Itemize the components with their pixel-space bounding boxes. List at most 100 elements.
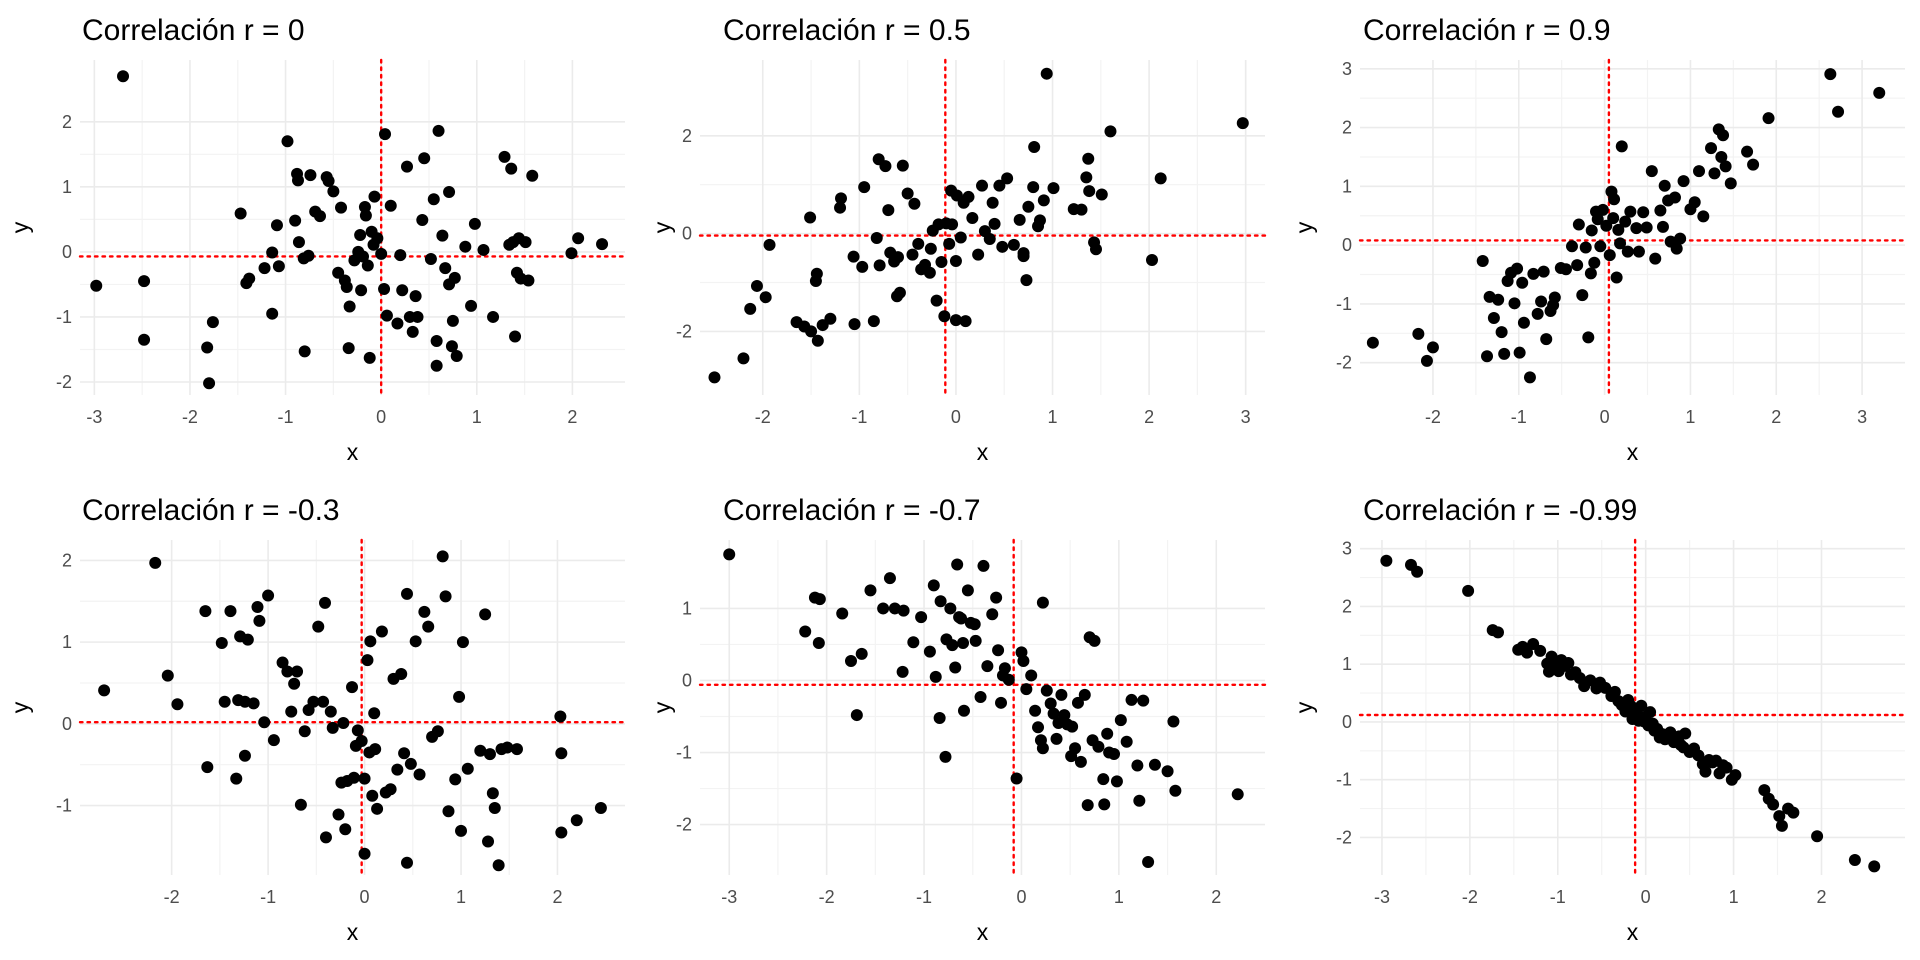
data-point bbox=[1133, 794, 1146, 807]
y-tick-label: -2 bbox=[676, 321, 692, 341]
data-point bbox=[946, 639, 959, 652]
data-point bbox=[291, 665, 304, 678]
data-point bbox=[1036, 596, 1049, 609]
data-point bbox=[934, 595, 947, 608]
data-point bbox=[1773, 810, 1786, 823]
data-point bbox=[1656, 220, 1669, 233]
data-point bbox=[375, 247, 388, 260]
data-point bbox=[509, 330, 522, 343]
data-point bbox=[354, 228, 367, 241]
data-point bbox=[427, 193, 440, 206]
data-point bbox=[759, 291, 772, 304]
data-point bbox=[990, 591, 1003, 604]
data-point bbox=[1025, 669, 1038, 682]
x-tick-label: -2 bbox=[819, 887, 835, 907]
data-point bbox=[1088, 634, 1101, 647]
data-point bbox=[1720, 761, 1733, 774]
data-point bbox=[961, 584, 974, 597]
data-point bbox=[968, 618, 981, 631]
data-point bbox=[448, 271, 461, 284]
data-point bbox=[1495, 326, 1508, 339]
data-point bbox=[954, 231, 967, 244]
data-point bbox=[359, 209, 372, 222]
y-tick-label: 2 bbox=[1342, 118, 1352, 138]
data-point bbox=[976, 179, 989, 192]
data-point bbox=[1658, 179, 1671, 192]
data-point bbox=[357, 250, 370, 263]
data-point bbox=[465, 299, 478, 312]
panel-title: Correlación r = -0.99 bbox=[1363, 494, 1637, 527]
data-point bbox=[1787, 806, 1800, 819]
y-tick-label: -2 bbox=[1336, 353, 1352, 373]
data-point bbox=[1811, 830, 1824, 843]
data-point bbox=[896, 665, 909, 678]
x-tick-label: 0 bbox=[360, 887, 370, 907]
data-point bbox=[1767, 798, 1780, 811]
x-tick-label: 1 bbox=[1048, 407, 1058, 427]
data-point bbox=[1612, 223, 1625, 236]
panel-title: Correlación r = -0.7 bbox=[723, 494, 981, 527]
x-tick-label: 1 bbox=[472, 407, 482, 427]
data-point bbox=[1688, 196, 1701, 209]
data-point bbox=[238, 749, 251, 762]
data-point bbox=[304, 169, 317, 182]
y-axis-label: y bbox=[649, 701, 675, 713]
data-point bbox=[371, 232, 384, 245]
data-point bbox=[477, 243, 490, 256]
data-point bbox=[215, 636, 228, 649]
data-point bbox=[1083, 185, 1096, 198]
data-point bbox=[1013, 213, 1026, 226]
y-tick-label: 2 bbox=[62, 112, 72, 132]
data-point bbox=[883, 572, 896, 585]
data-point bbox=[915, 611, 928, 624]
data-point bbox=[977, 559, 990, 572]
data-point bbox=[877, 602, 890, 615]
y-axis-label: y bbox=[7, 221, 33, 233]
data-point bbox=[1058, 709, 1071, 722]
data-point bbox=[201, 761, 214, 774]
data-point bbox=[957, 637, 970, 650]
data-point bbox=[1075, 203, 1088, 216]
data-point bbox=[1089, 243, 1102, 256]
x-axis-label: x bbox=[977, 919, 989, 945]
y-axis-label: y bbox=[1291, 221, 1317, 233]
data-point bbox=[453, 690, 466, 703]
data-point bbox=[1148, 758, 1161, 771]
data-point bbox=[442, 805, 455, 818]
data-point bbox=[1001, 172, 1014, 185]
x-tick-label: -1 bbox=[916, 887, 932, 907]
data-point bbox=[199, 605, 212, 618]
data-point bbox=[1066, 720, 1079, 733]
data-point bbox=[901, 187, 914, 200]
data-point bbox=[375, 625, 388, 638]
data-point bbox=[1579, 241, 1592, 254]
data-point bbox=[161, 669, 174, 682]
data-point bbox=[1537, 265, 1550, 278]
data-point bbox=[939, 750, 952, 763]
data-point bbox=[409, 290, 422, 303]
data-point bbox=[1380, 554, 1393, 567]
x-tick-label: 2 bbox=[552, 887, 562, 907]
data-point bbox=[1824, 68, 1837, 81]
data-point bbox=[368, 707, 381, 720]
x-tick-label: 2 bbox=[1144, 407, 1154, 427]
data-point bbox=[411, 310, 424, 323]
data-point bbox=[292, 236, 305, 249]
data-point bbox=[413, 768, 426, 781]
data-point bbox=[1677, 175, 1690, 188]
data-point bbox=[1513, 346, 1526, 359]
data-point bbox=[355, 284, 368, 297]
data-point bbox=[313, 210, 326, 223]
data-point bbox=[224, 605, 237, 618]
data-point bbox=[430, 335, 443, 348]
data-point bbox=[1540, 333, 1553, 346]
data-point bbox=[1420, 354, 1433, 367]
data-point bbox=[992, 644, 1005, 657]
data-point bbox=[555, 826, 568, 839]
data-point bbox=[996, 240, 1009, 253]
data-point bbox=[319, 831, 332, 844]
data-point bbox=[432, 124, 445, 137]
data-point bbox=[1120, 735, 1133, 748]
data-point bbox=[908, 197, 921, 210]
data-point bbox=[1591, 213, 1604, 226]
